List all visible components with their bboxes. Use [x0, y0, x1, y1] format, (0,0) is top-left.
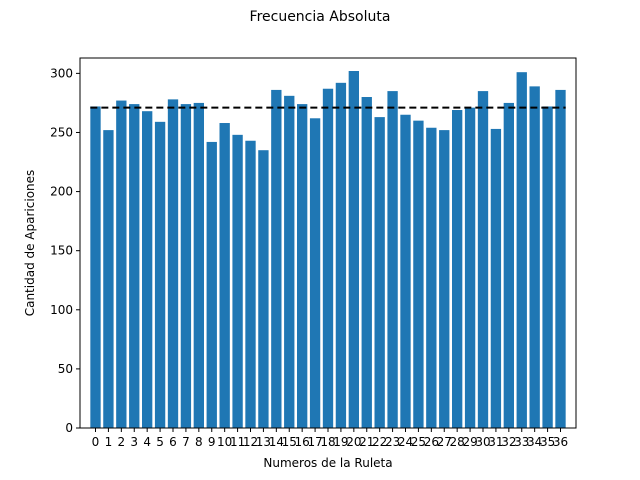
x-tick-label: 34: [527, 435, 542, 449]
x-tick-label: 2: [118, 435, 126, 449]
bar-16: [297, 104, 308, 428]
x-tick-label: 18: [320, 435, 335, 449]
bar-13: [258, 150, 269, 428]
bar-18: [322, 88, 334, 428]
x-tick-label: 35: [540, 435, 555, 449]
x-tick-label: 25: [411, 435, 426, 449]
y-axis-label: Cantidad de Apariciones: [23, 170, 37, 317]
bar-29: [464, 107, 476, 428]
bar-26: [426, 127, 437, 428]
x-tick-label: 20: [346, 435, 361, 449]
chart-title: Frecuencia Absoluta: [250, 9, 391, 25]
x-axis: 0 1 2 3 4 5 6 7 8 9 101112131415161718192021222324…: [92, 428, 568, 449]
bar-33: [516, 72, 527, 428]
y-axis: 0 50 100 150 200 250 300: [50, 66, 80, 435]
x-tick-label: 6: [169, 435, 177, 449]
x-tick-label: 5: [156, 435, 164, 449]
bar-8: [193, 102, 204, 428]
x-tick-label: 3: [130, 435, 138, 449]
bar-14: [271, 89, 282, 428]
y-tick-label: 50: [58, 362, 73, 376]
x-tick-label: 23: [385, 435, 400, 449]
bar-24: [400, 114, 411, 428]
x-tick-label: 11: [230, 435, 245, 449]
x-tick-label: 7: [182, 435, 190, 449]
x-tick-label: 1: [105, 435, 113, 449]
y-tick-label: 250: [50, 125, 73, 139]
x-axis-label: Numeros de la Ruleta: [263, 456, 392, 470]
bar-28: [452, 110, 463, 428]
x-tick-label: 16: [295, 435, 310, 449]
bar-35: [542, 106, 553, 428]
x-tick-label: 31: [488, 435, 503, 449]
bar-5: [154, 121, 166, 428]
x-tick-label: 27: [437, 435, 452, 449]
x-tick-label: 14: [269, 435, 284, 449]
x-tick-label: 24: [398, 435, 413, 449]
x-tick-label: 0: [92, 435, 100, 449]
y-tick-label: 0: [65, 421, 73, 435]
x-tick-label: 17: [307, 435, 322, 449]
x-tick-label: 10: [217, 435, 232, 449]
bar-19: [335, 82, 347, 428]
x-tick-label: 36: [553, 435, 568, 449]
x-tick-label: 21: [359, 435, 374, 449]
y-tick-label: 100: [50, 303, 73, 317]
bar-2: [116, 100, 127, 428]
bar-6: [167, 99, 179, 428]
bar-36: [555, 89, 566, 428]
x-tick-label: 29: [462, 435, 477, 449]
bar-22: [374, 117, 385, 428]
x-tick-label: 33: [514, 435, 529, 449]
y-tick-label: 300: [50, 66, 73, 80]
bar-34: [529, 86, 540, 428]
x-tick-label: 26: [424, 435, 439, 449]
bar-23: [387, 91, 398, 428]
bar-27: [439, 130, 450, 428]
x-tick-label: 15: [282, 435, 297, 449]
bar-32: [503, 102, 514, 428]
x-tick-label: 22: [372, 435, 387, 449]
bar-series: [90, 71, 566, 428]
bar-9: [206, 141, 217, 428]
bar-17: [309, 118, 321, 428]
bar-25: [413, 120, 424, 428]
bar-30: [477, 91, 489, 428]
bar-15: [284, 95, 295, 428]
bar-7: [180, 104, 192, 428]
y-tick-label: 150: [50, 244, 73, 258]
x-tick-label: 28: [450, 435, 465, 449]
bar-1: [103, 130, 114, 428]
x-tick-label: 8: [195, 435, 203, 449]
bar-4: [142, 111, 153, 428]
x-tick-label: 13: [256, 435, 271, 449]
x-tick-label: 12: [243, 435, 258, 449]
bar-12: [245, 140, 256, 428]
bar-31: [490, 128, 502, 428]
bar-11: [232, 134, 243, 428]
x-tick-label: 30: [475, 435, 490, 449]
bar-10: [219, 123, 230, 428]
y-tick-label: 200: [50, 185, 73, 199]
x-tick-label: 19: [333, 435, 348, 449]
x-tick-label: 4: [143, 435, 151, 449]
bar-20: [348, 71, 359, 428]
bar-3: [129, 104, 140, 428]
bar-21: [361, 97, 372, 428]
x-tick-label: 32: [501, 435, 516, 449]
bar-0: [90, 106, 101, 428]
x-tick-label: 9: [208, 435, 216, 449]
